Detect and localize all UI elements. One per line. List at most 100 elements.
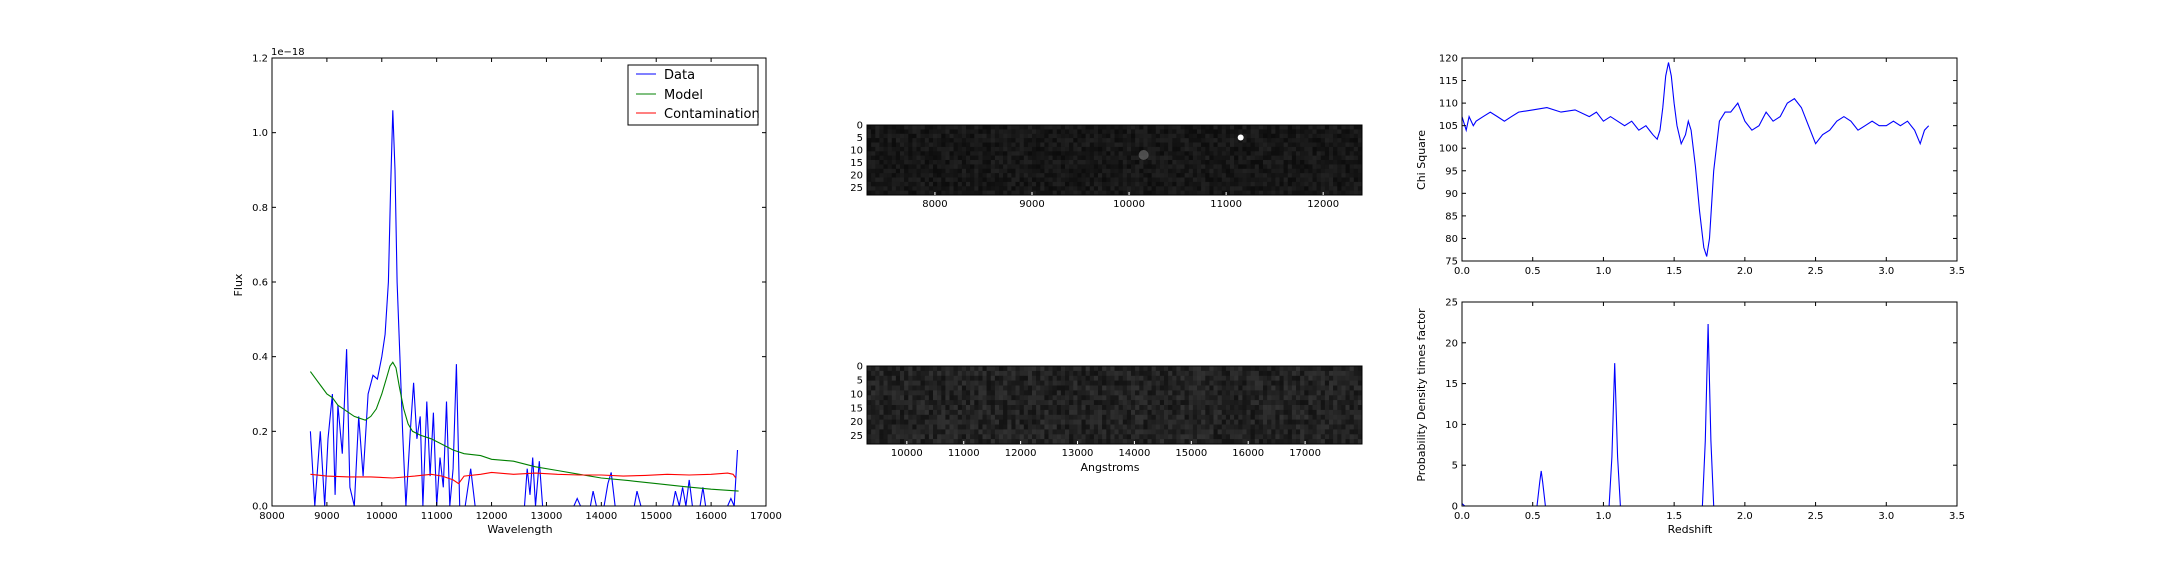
- image-pixel: [1065, 164, 1070, 170]
- image-pixel: [1176, 385, 1181, 391]
- image-pixel: [1250, 190, 1255, 196]
- image-pixel: [1324, 439, 1330, 445]
- image-pixel: [970, 146, 975, 152]
- image-pixel: [994, 414, 1000, 420]
- image-pixel: [1147, 138, 1152, 143]
- image-pixel: [1019, 434, 1024, 440]
- image-pixel: [1217, 138, 1222, 143]
- image-pixel: [1242, 424, 1247, 430]
- image-pixel: [928, 385, 934, 391]
- image-pixel: [1176, 129, 1181, 135]
- image-pixel: [879, 385, 884, 391]
- image-pixel: [986, 146, 991, 152]
- y-tick-label: 20: [850, 417, 863, 428]
- image-pixel: [883, 155, 888, 161]
- image-pixel: [1333, 424, 1338, 430]
- image-pixel: [891, 186, 897, 191]
- image-pixel: [1329, 366, 1334, 372]
- image-pixel: [1279, 168, 1284, 174]
- image-pixel: [1135, 409, 1140, 416]
- image-pixel: [1242, 133, 1247, 139]
- image-pixel: [871, 405, 876, 411]
- image-pixel: [1135, 177, 1140, 183]
- image-pixel: [994, 186, 1000, 191]
- image-pixel: [982, 395, 987, 401]
- image-pixel: [990, 160, 996, 165]
- image-pixel: [1052, 138, 1057, 143]
- image-pixel: [1225, 138, 1231, 143]
- image-pixel: [957, 142, 963, 148]
- image-pixel: [982, 375, 987, 381]
- image-pixel: [1345, 400, 1350, 406]
- image-pixel: [1263, 173, 1268, 178]
- image-pixel: [1032, 133, 1037, 139]
- image-pixel: [1250, 409, 1255, 416]
- image-pixel: [1027, 173, 1033, 178]
- image-pixel: [1357, 380, 1363, 386]
- image-pixel: [924, 419, 930, 425]
- image-pixel: [1275, 151, 1280, 156]
- image-pixel: [1056, 366, 1062, 372]
- image-pixel: [1011, 146, 1016, 152]
- image-pixel: [1135, 168, 1140, 174]
- image-pixel: [949, 133, 954, 139]
- image-pixel: [1052, 181, 1057, 187]
- image-pixel: [1279, 414, 1284, 420]
- image-pixel: [1093, 366, 1099, 372]
- image-pixel: [1011, 419, 1016, 425]
- image-pixel: [871, 173, 876, 178]
- image-pixel: [1324, 160, 1330, 165]
- image-pixel: [912, 138, 917, 143]
- image-pixel: [1122, 390, 1128, 396]
- image-pixel: [1324, 409, 1330, 416]
- y-tick-label: 1.2: [252, 54, 268, 65]
- image-pixel: [1102, 424, 1107, 430]
- image-pixel: [1316, 181, 1321, 187]
- image-pixel: [1267, 168, 1272, 174]
- image-pixel: [1036, 380, 1041, 386]
- image-pixel: [1077, 414, 1082, 420]
- image-pixel: [887, 186, 892, 191]
- image-pixel: [1291, 419, 1297, 425]
- image-pixel: [1333, 390, 1338, 396]
- image-pixel: [1118, 414, 1123, 420]
- image-pixel: [1147, 390, 1152, 396]
- image-pixel: [1209, 375, 1214, 381]
- image-pixel: [1003, 390, 1008, 396]
- image-pixel: [895, 429, 901, 435]
- image-pixel: [1316, 142, 1321, 148]
- image-pixel: [1098, 375, 1103, 381]
- image-pixel: [1357, 186, 1363, 191]
- image-pixel: [875, 186, 880, 191]
- image-pixel: [1007, 434, 1012, 440]
- image-pixel: [908, 400, 913, 406]
- image-pixel: [1246, 155, 1251, 161]
- image-pixel: [1341, 409, 1346, 416]
- image-pixel: [949, 424, 954, 430]
- image-pixel: [908, 390, 913, 396]
- image-pixel: [1296, 177, 1301, 183]
- image-pixel: [1131, 390, 1136, 396]
- image-pixel: [1238, 164, 1243, 170]
- image-pixel: [1098, 424, 1103, 430]
- image-pixel: [1217, 142, 1222, 148]
- image-pixel: [1048, 160, 1053, 165]
- image-pixel: [904, 400, 909, 406]
- image-pixel: [1263, 125, 1268, 130]
- image-pixel: [895, 138, 901, 143]
- image-pixel: [1333, 414, 1338, 420]
- image-pixel: [1159, 380, 1165, 386]
- image-pixel: [1197, 405, 1202, 411]
- image-pixel: [1258, 409, 1264, 416]
- image-pixel: [916, 419, 921, 425]
- image-pixel: [1324, 177, 1330, 183]
- image-pixel: [970, 164, 975, 170]
- image-pixel: [1296, 414, 1301, 420]
- image-pixel: [871, 395, 876, 401]
- image-pixel: [1122, 146, 1128, 152]
- image-pixel: [1225, 370, 1231, 377]
- image-pixel: [1246, 151, 1251, 156]
- image-pixel: [1337, 390, 1342, 396]
- image-pixel: [1007, 186, 1012, 191]
- image-pixel: [1217, 133, 1222, 139]
